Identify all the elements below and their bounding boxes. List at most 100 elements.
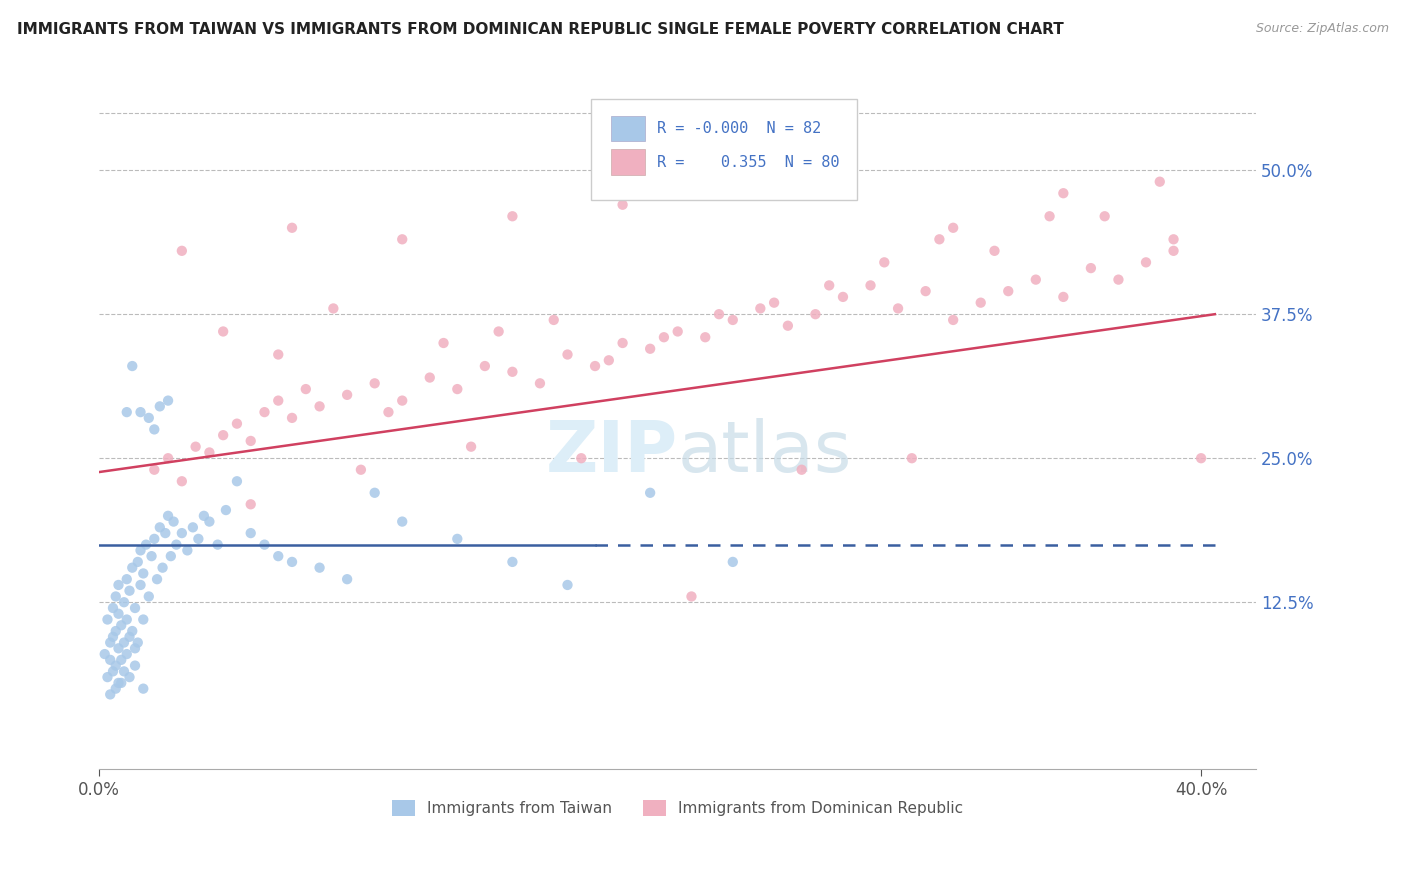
Point (239, 526, 262, 541)
Point (149, 400, 172, 414)
Point (129, 578, 152, 592)
Point (110, 653, 132, 667)
Point (612, 336, 634, 351)
Point (104, 624, 127, 638)
FancyBboxPatch shape (610, 115, 645, 141)
Legend: Immigrants from Taiwan, Immigrants from Dominican Republic: Immigrants from Taiwan, Immigrants from … (387, 794, 969, 822)
Point (127, 635, 149, 649)
Point (121, 359, 143, 373)
Point (118, 583, 141, 598)
Point (1189, 451, 1212, 466)
Point (170, 475, 193, 489)
Point (155, 526, 177, 541)
Point (107, 676, 129, 690)
Point (970, 295, 993, 310)
Point (557, 578, 579, 592)
Point (124, 601, 146, 615)
Point (873, 255, 896, 269)
Point (124, 658, 146, 673)
Point (112, 595, 135, 609)
Point (942, 220, 965, 235)
Point (308, 560, 330, 574)
Point (887, 301, 910, 316)
Point (112, 665, 135, 679)
Point (460, 440, 482, 454)
Point (543, 313, 565, 327)
Point (928, 232, 950, 246)
Point (193, 508, 215, 523)
Point (170, 244, 193, 258)
Point (1149, 175, 1171, 189)
Point (569, 451, 592, 466)
Point (101, 630, 124, 644)
Point (181, 520, 204, 534)
Point (832, 186, 855, 201)
Point (638, 485, 661, 500)
Point (997, 284, 1019, 298)
Point (267, 549, 290, 563)
Point (529, 376, 551, 391)
Point (942, 313, 965, 327)
Point (129, 405, 152, 419)
Point (322, 301, 344, 316)
Point (1163, 244, 1185, 258)
Point (152, 560, 174, 574)
Point (96, 670, 118, 684)
Point (93, 647, 115, 661)
Point (121, 624, 143, 638)
Point (138, 410, 160, 425)
Point (101, 665, 124, 679)
Point (707, 307, 730, 321)
Point (132, 613, 155, 627)
Point (135, 538, 157, 552)
Point (377, 405, 399, 419)
Text: atlas: atlas (678, 418, 852, 487)
Point (583, 359, 606, 373)
Point (1163, 232, 1185, 246)
Point (804, 307, 827, 321)
FancyBboxPatch shape (591, 99, 858, 200)
Point (776, 318, 799, 333)
Point (1135, 255, 1157, 269)
Point (121, 560, 143, 574)
Point (721, 313, 744, 327)
Point (124, 641, 146, 656)
Point (143, 422, 166, 436)
Point (187, 532, 209, 546)
Point (1052, 290, 1074, 304)
Point (695, 330, 717, 344)
Point (184, 440, 207, 454)
Point (983, 244, 1005, 258)
Point (721, 555, 744, 569)
Point (112, 635, 135, 649)
Point (652, 330, 675, 344)
Point (1025, 272, 1047, 286)
Point (146, 572, 169, 586)
Point (110, 618, 132, 632)
Point (914, 284, 936, 298)
Point (1094, 209, 1116, 223)
Point (198, 445, 221, 459)
Point (363, 376, 385, 391)
Point (239, 434, 262, 448)
Point (419, 370, 441, 384)
Point (391, 232, 413, 246)
Point (1107, 272, 1129, 286)
Point (96, 613, 118, 627)
Point (363, 485, 385, 500)
Point (557, 347, 579, 361)
Point (143, 532, 166, 546)
Point (859, 278, 882, 293)
Text: R =    0.355  N = 80: R = 0.355 N = 80 (657, 154, 839, 169)
Point (253, 538, 276, 552)
Point (127, 555, 149, 569)
Point (612, 198, 634, 212)
Point (295, 382, 318, 396)
Point (118, 670, 141, 684)
Point (104, 658, 127, 673)
FancyBboxPatch shape (610, 149, 645, 175)
Point (1039, 209, 1062, 223)
Point (170, 526, 193, 541)
Point (391, 515, 413, 529)
Point (638, 342, 661, 356)
